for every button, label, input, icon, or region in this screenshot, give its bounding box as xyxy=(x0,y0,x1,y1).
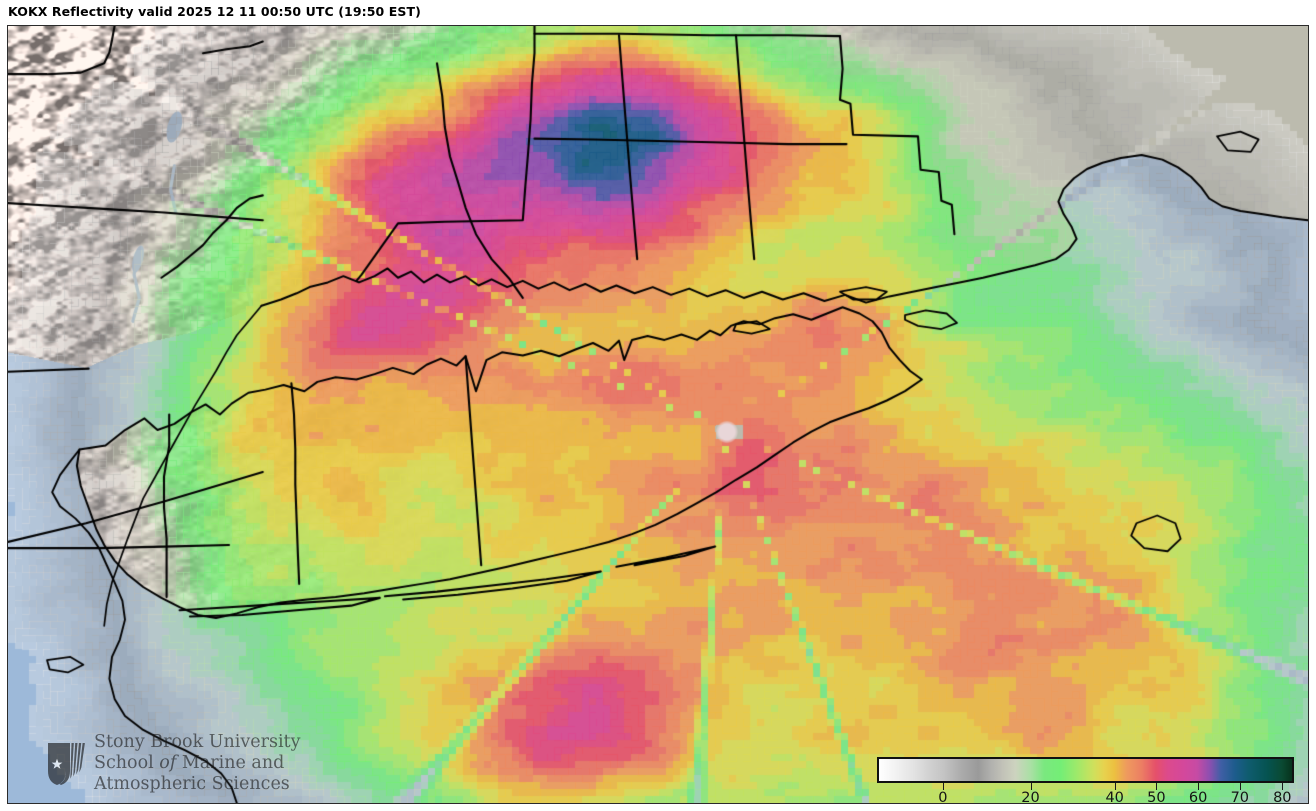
colorbar-tick xyxy=(1198,783,1200,790)
colorbar-tick xyxy=(1239,783,1241,790)
colorbar-tick-label: 60 xyxy=(1188,790,1208,804)
colorbar: 0 20 40 50 60 70 80 xyxy=(877,757,1294,804)
colorbar-tick xyxy=(1282,783,1284,790)
radar-map-canvas[interactable] xyxy=(8,26,1308,803)
colorbar-tick xyxy=(942,783,944,790)
colorbar-tick-label: 20 xyxy=(1021,790,1040,804)
colorbar-labels: 0 20 40 50 60 70 80 xyxy=(877,790,1294,804)
colorbar-tick-label: 40 xyxy=(1105,790,1124,804)
colorbar-tick-label: 50 xyxy=(1147,790,1166,804)
colorbar-tick-label: 0 xyxy=(938,790,948,804)
page-title: KOKX Reflectivity valid 2025 12 11 00:50… xyxy=(8,4,421,19)
colorbar-tick-label: 80 xyxy=(1273,790,1292,804)
colorbar-ticks xyxy=(877,783,1294,790)
colorbar-gradient xyxy=(877,757,1294,783)
colorbar-tick xyxy=(1030,783,1032,790)
colorbar-tick xyxy=(1156,783,1158,790)
radar-map[interactable]: Stony Brook University School of Marine … xyxy=(7,25,1309,804)
colorbar-tick-label: 70 xyxy=(1230,790,1250,804)
colorbar-tick xyxy=(1114,783,1116,790)
